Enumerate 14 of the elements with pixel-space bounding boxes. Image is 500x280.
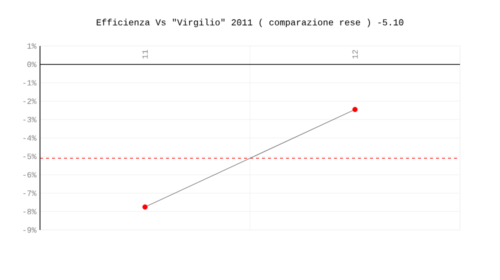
y-tick-label: -1% — [23, 80, 36, 86]
y-tick-label: -4% — [23, 135, 36, 141]
y-tick-label: 0% — [27, 62, 36, 68]
y-tick-label: -3% — [23, 116, 36, 122]
y-tick-label: 1% — [27, 43, 36, 49]
chart-title: Efficienza Vs "Virgilio" 2011 ( comparazione rese ) -5.10 — [96, 18, 404, 28]
y-tick-label: -9% — [23, 227, 36, 233]
y-tick-label: -6% — [23, 172, 36, 178]
y-tick-label: -7% — [23, 190, 36, 196]
x-tick-label: 12 — [352, 50, 358, 59]
y-tick-label: -2% — [23, 98, 36, 104]
y-tick-label: -8% — [23, 208, 36, 214]
y-tick-label: -5% — [23, 154, 36, 160]
x-tick-label: 11 — [142, 50, 148, 59]
